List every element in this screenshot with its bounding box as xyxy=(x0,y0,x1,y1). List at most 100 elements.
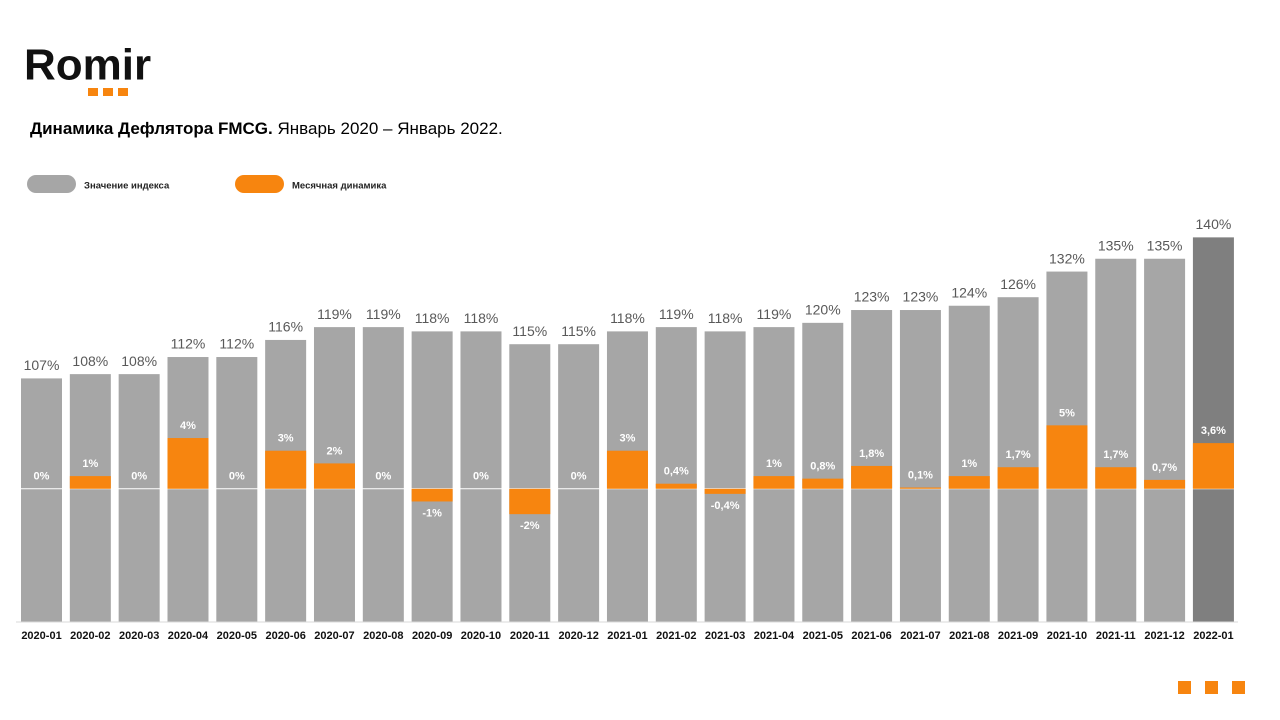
change-label: 0,4% xyxy=(664,466,689,478)
x-tick-label: 2020-11 xyxy=(510,630,550,642)
change-label: 1% xyxy=(766,458,782,470)
index-bar xyxy=(69,374,111,622)
change-bar xyxy=(167,438,209,489)
index-bar xyxy=(460,331,502,622)
x-tick-label: 2021-03 xyxy=(705,630,745,642)
index-bar xyxy=(704,331,746,622)
index-bar xyxy=(558,344,600,622)
change-label: 1,7% xyxy=(1006,449,1031,461)
legend-swatch xyxy=(27,175,76,193)
index-bar xyxy=(802,322,844,622)
index-bar xyxy=(753,327,795,622)
change-label: 0% xyxy=(571,471,587,483)
x-tick-label: 2020-08 xyxy=(363,630,403,642)
change-label: -0,4% xyxy=(711,500,740,512)
index-label: 118% xyxy=(415,310,450,326)
change-bar xyxy=(265,450,307,489)
change-label: -1% xyxy=(422,507,442,519)
change-bar xyxy=(606,450,648,489)
index-bar xyxy=(362,327,404,622)
change-label: 2% xyxy=(327,445,343,457)
deco-square xyxy=(1232,681,1245,694)
index-label: 120% xyxy=(805,302,841,318)
change-label: 1,8% xyxy=(859,448,884,460)
index-bar xyxy=(655,327,697,622)
index-label: 108% xyxy=(121,353,157,369)
x-tick-label: 2021-08 xyxy=(949,630,989,642)
index-label: 126% xyxy=(1000,276,1036,292)
x-tick-label: 2020-03 xyxy=(119,630,159,642)
x-tick-label: 2021-06 xyxy=(851,630,891,642)
index-label: 135% xyxy=(1147,237,1183,253)
x-tick-label: 2021-02 xyxy=(656,630,696,642)
change-label: 3% xyxy=(278,433,294,445)
index-bar xyxy=(216,357,258,622)
logo-dot xyxy=(118,88,128,96)
x-tick-label: 2020-12 xyxy=(558,630,598,642)
change-label: 1,7% xyxy=(1103,449,1128,461)
title-bold: Динамика Дефлятора FMCG. xyxy=(30,119,273,138)
index-bar xyxy=(1144,258,1186,622)
change-bar xyxy=(899,487,941,489)
change-label: 4% xyxy=(180,420,196,432)
change-label: 1% xyxy=(82,458,98,470)
index-label: 140% xyxy=(1196,216,1232,232)
change-bar xyxy=(1095,467,1137,489)
index-label: 112% xyxy=(219,336,254,352)
change-label: 3,6% xyxy=(1201,425,1226,437)
index-bar xyxy=(167,357,209,622)
change-bar xyxy=(802,478,844,489)
change-label: 0% xyxy=(473,471,489,483)
change-label: -2% xyxy=(520,520,540,532)
x-tick-label: 2020-06 xyxy=(265,630,305,642)
index-label: 118% xyxy=(708,310,743,326)
index-bar xyxy=(411,331,453,622)
index-label: 107% xyxy=(24,357,60,373)
change-label: 0,1% xyxy=(908,469,933,481)
index-label: 108% xyxy=(72,353,108,369)
index-bar xyxy=(118,374,160,622)
x-tick-label: 2020-02 xyxy=(70,630,110,642)
deco-square xyxy=(1178,681,1191,694)
subtitle: Январь 2020 – Январь 2022. xyxy=(278,119,503,138)
x-tick-label: 2021-04 xyxy=(754,630,795,642)
change-label: 1% xyxy=(961,458,977,470)
x-tick-label: 2020-09 xyxy=(412,630,452,642)
index-label: 115% xyxy=(561,323,596,339)
index-bar xyxy=(21,378,62,622)
change-label: 0,7% xyxy=(1152,462,1177,474)
logo: Romir xyxy=(24,41,151,90)
change-label: 0% xyxy=(131,471,147,483)
index-label: 119% xyxy=(659,306,694,322)
x-tick-label: 2021-01 xyxy=(607,630,647,642)
x-tick-label: 2021-05 xyxy=(803,630,843,642)
index-bar xyxy=(509,344,551,622)
logo-dot xyxy=(103,88,113,96)
chart-title: Динамика Дефлятора FMCG. Январь 2020 – Я… xyxy=(30,119,503,138)
change-label: 0,8% xyxy=(810,461,835,473)
index-label: 119% xyxy=(317,306,352,322)
x-tick-label: 2020-01 xyxy=(21,630,61,642)
x-tick-label: 2022-01 xyxy=(1193,630,1233,642)
index-bar xyxy=(1192,237,1234,623)
change-bar xyxy=(704,488,746,494)
change-bar xyxy=(69,476,111,489)
index-label: 118% xyxy=(610,310,645,326)
x-tick-label: 2020-05 xyxy=(217,630,257,642)
legend-swatch xyxy=(235,175,284,193)
index-label: 119% xyxy=(757,306,792,322)
index-label: 116% xyxy=(268,319,303,335)
x-tick-label: 2020-10 xyxy=(461,630,501,642)
legend-label: Месячная динамика xyxy=(292,181,387,192)
change-bar xyxy=(948,476,990,489)
change-bar xyxy=(997,467,1039,489)
index-label: 112% xyxy=(171,336,206,352)
change-label: 5% xyxy=(1059,407,1075,419)
change-bar xyxy=(655,483,697,489)
index-label: 115% xyxy=(512,323,547,339)
index-bar xyxy=(997,297,1039,622)
index-label: 118% xyxy=(464,310,499,326)
index-bar xyxy=(1095,258,1137,622)
change-bar xyxy=(1144,479,1186,489)
